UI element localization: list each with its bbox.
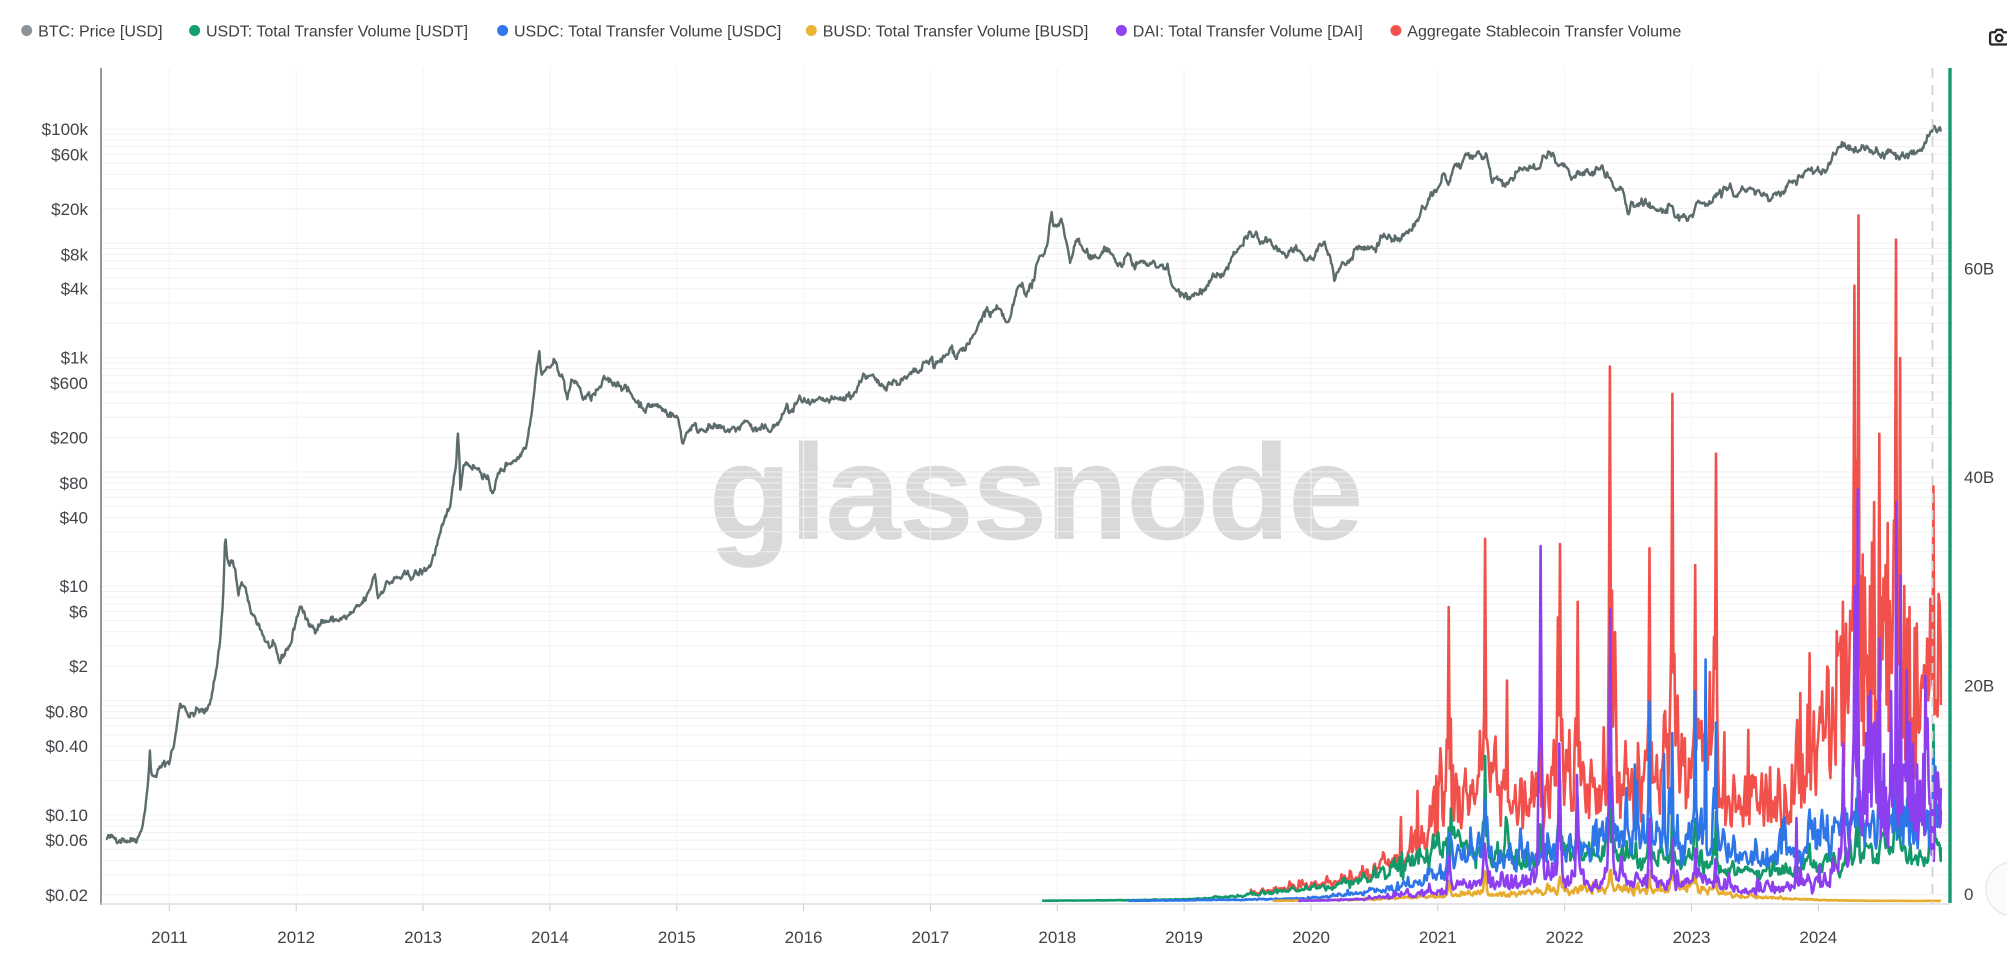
svg-text:$1k: $1k: [61, 349, 89, 368]
svg-text:40B: 40B: [1964, 468, 1994, 487]
svg-text:BUSD: Total Transfer Volume [B: BUSD: Total Transfer Volume [BUSD]: [823, 24, 1089, 41]
svg-text:USDT: Total Transfer Volume [U: USDT: Total Transfer Volume [USDT]: [206, 24, 468, 41]
svg-text:60B: 60B: [1964, 260, 1994, 279]
svg-text:2020: 2020: [1292, 928, 1330, 947]
svg-text:2024: 2024: [1799, 928, 1837, 947]
svg-text:$8k: $8k: [61, 245, 89, 264]
svg-text:$0.80: $0.80: [45, 703, 88, 722]
svg-text:0: 0: [1964, 885, 1973, 904]
svg-text:$0.40: $0.40: [45, 737, 88, 756]
svg-text:2019: 2019: [1165, 928, 1203, 947]
svg-text:BTC: Price [USD]: BTC: Price [USD]: [38, 24, 162, 41]
svg-text:USDC: Total Transfer Volume [U: USDC: Total Transfer Volume [USDC]: [514, 24, 781, 41]
svg-text:$600: $600: [50, 374, 88, 393]
svg-text:$0.06: $0.06: [45, 831, 88, 850]
svg-text:2023: 2023: [1673, 928, 1711, 947]
svg-text:$60k: $60k: [51, 145, 88, 164]
svg-text:DAI: Total Transfer Volume [DA: DAI: Total Transfer Volume [DAI]: [1133, 24, 1363, 41]
svg-text:$200: $200: [50, 429, 88, 448]
svg-text:$2: $2: [69, 657, 88, 676]
svg-text:2022: 2022: [1546, 928, 1584, 947]
svg-text:2016: 2016: [785, 928, 823, 947]
svg-text:2011: 2011: [151, 928, 188, 947]
svg-text:$6: $6: [69, 603, 88, 622]
svg-text:2021: 2021: [1419, 928, 1457, 947]
svg-text:2013: 2013: [404, 928, 442, 947]
svg-text:2012: 2012: [277, 928, 315, 947]
svg-text:$4k: $4k: [61, 280, 89, 299]
svg-text:glassnode: glassnode: [709, 416, 1362, 568]
svg-text:Aggregate Stablecoin Transfer: Aggregate Stablecoin Transfer Volume: [1407, 24, 1681, 41]
svg-text:2015: 2015: [658, 928, 696, 947]
svg-text:$0.10: $0.10: [45, 806, 88, 825]
svg-text:$100k: $100k: [42, 120, 89, 139]
svg-text:2018: 2018: [1038, 928, 1076, 947]
svg-text:$20k: $20k: [51, 200, 88, 219]
svg-text:20B: 20B: [1964, 677, 1994, 696]
svg-text:2014: 2014: [531, 928, 569, 947]
svg-text:2017: 2017: [911, 928, 949, 947]
svg-text:$10: $10: [60, 577, 88, 596]
svg-text:$80: $80: [60, 474, 88, 493]
svg-text:$40: $40: [60, 508, 88, 527]
svg-text:$0.02: $0.02: [45, 886, 88, 905]
